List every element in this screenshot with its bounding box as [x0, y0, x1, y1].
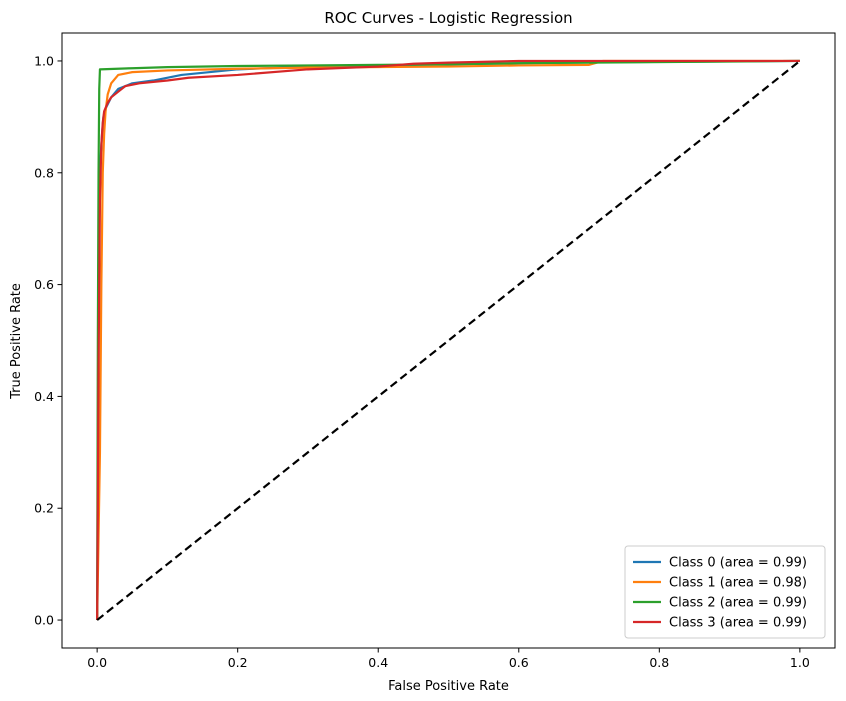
- y-tick-label: 1.0: [34, 53, 54, 68]
- x-tick-label: 0.6: [509, 655, 529, 670]
- plot-area: 0.0 0.2 0.4 0.6 0.8 1.0 0.0 0.2 0.4 0.6 0.8 1.0 Clas…: [34, 32, 836, 670]
- x-tick-label: 0.2: [228, 655, 248, 670]
- series-line-3: [96, 59, 800, 621]
- axes-frame: [61, 32, 836, 649]
- y-tick-label: 0.8: [34, 165, 54, 180]
- x-tick-label: 0.4: [368, 655, 388, 670]
- legend-entry-label: Class 1 (area = 0.98): [669, 576, 807, 591]
- y-axis-label: True Positive Rate: [9, 283, 24, 400]
- legend-entry-label: Class 0 (area = 0.99): [669, 556, 807, 571]
- series-line-1: [96, 59, 800, 621]
- y-tick-label: 0.4: [34, 389, 54, 404]
- y-tick-label: 0.6: [34, 277, 54, 292]
- legend-entry-label: Class 3 (area = 0.99): [669, 616, 807, 631]
- chart-title: ROC Curves - Logistic Regression: [324, 9, 572, 27]
- legend-entry-label: Class 2 (area = 0.99): [669, 596, 807, 611]
- legend-box: [624, 545, 826, 639]
- series-line-2: [96, 59, 800, 621]
- x-axis-label: False Positive Rate: [388, 679, 509, 694]
- y-tick-label: 0.0: [34, 613, 54, 628]
- x-tick-label: 0.0: [87, 655, 107, 670]
- x-tick-label: 0.8: [649, 655, 669, 670]
- y-tick-label: 0.2: [34, 501, 54, 516]
- x-tick-label: 1.0: [790, 655, 810, 670]
